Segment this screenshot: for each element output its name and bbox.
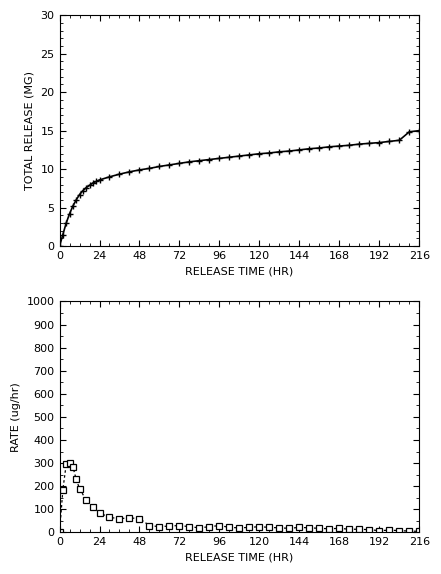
Y-axis label: TOTAL RELEASE (MG): TOTAL RELEASE (MG) — [25, 71, 35, 190]
X-axis label: RELEASE TIME (HR): RELEASE TIME (HR) — [185, 266, 294, 277]
X-axis label: RELEASE TIME (HR): RELEASE TIME (HR) — [185, 553, 294, 563]
Y-axis label: RATE (ug/hr): RATE (ug/hr) — [11, 382, 21, 452]
